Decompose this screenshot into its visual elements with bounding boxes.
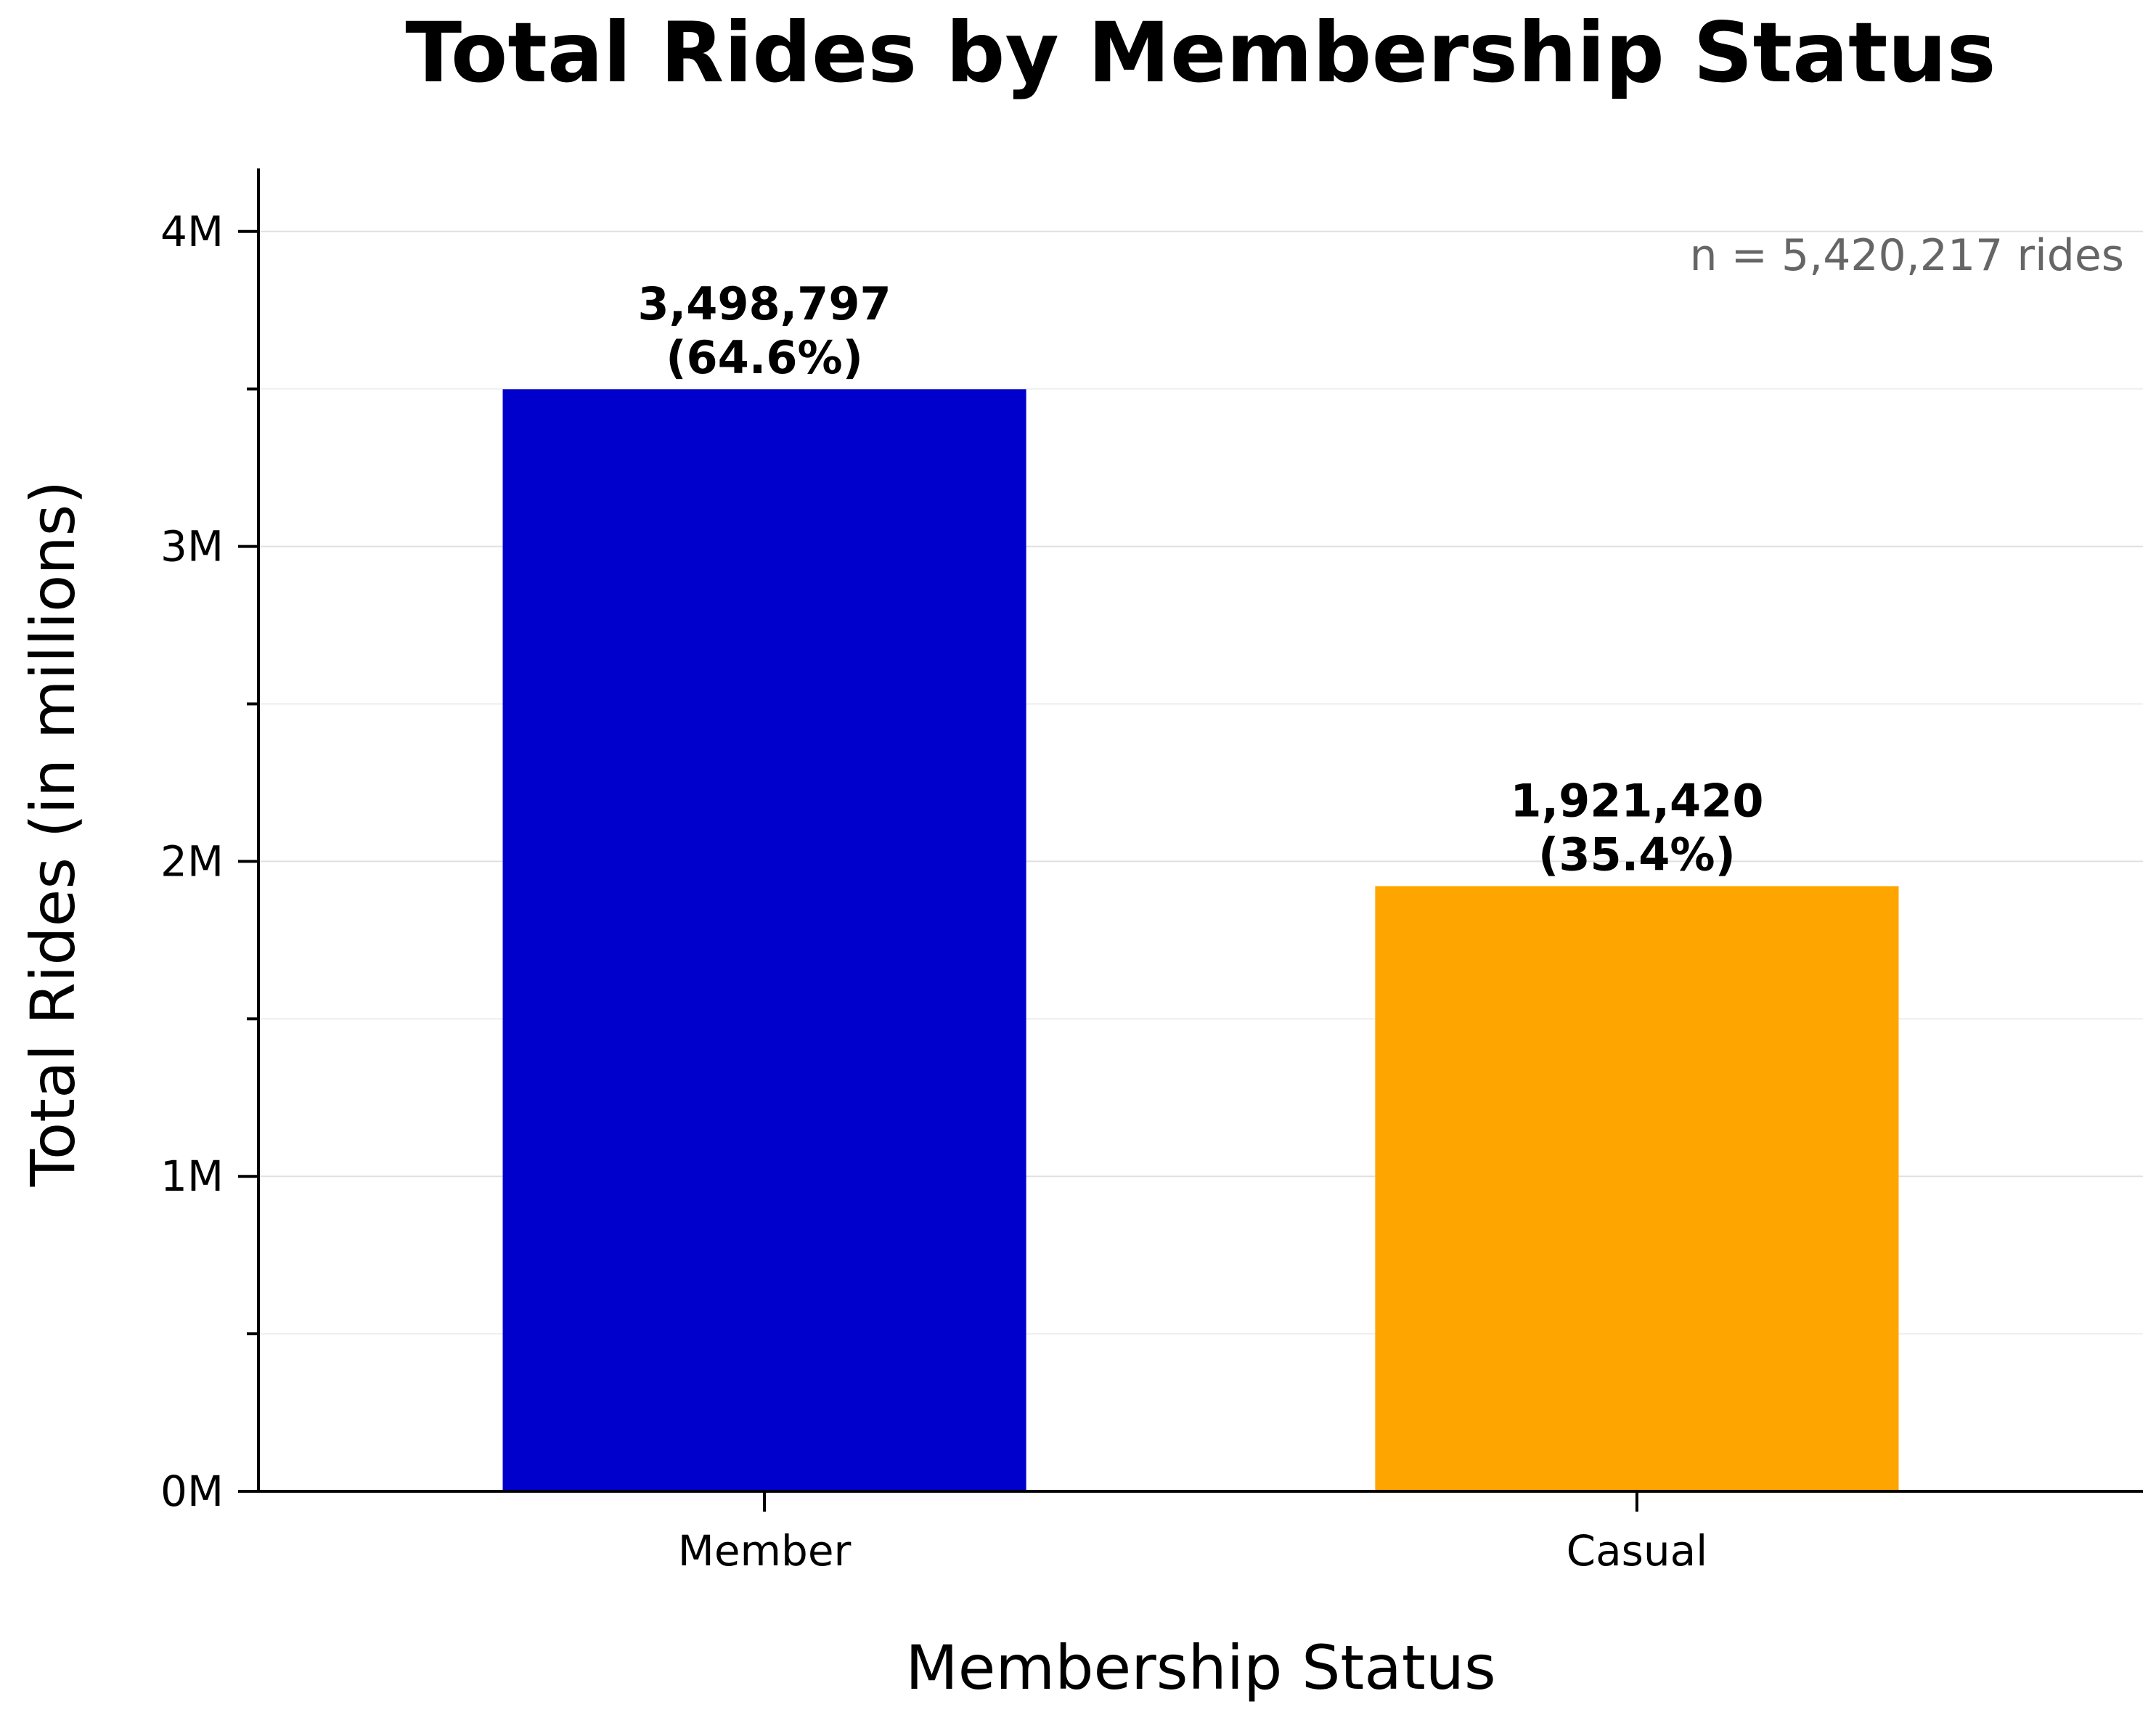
bar-value-label: 3,498,797 [638, 277, 891, 330]
axes: 0M 1M 2M 3M 4M Member Casual [160, 168, 2143, 1576]
y-tick-label: 1M [160, 1152, 224, 1201]
x-tick-label: Casual [1567, 1526, 1708, 1576]
bars [502, 389, 1899, 1492]
bar-casual [1375, 886, 1899, 1491]
y-tick-label: 0M [160, 1467, 224, 1516]
bar-member [502, 389, 1026, 1492]
y-tick-label: 3M [160, 522, 224, 571]
y-tick-label: 4M [160, 207, 224, 256]
data-labels: 3,498,797(64.6%) 1,921,420(35.4%) [638, 277, 1764, 881]
bar-percent-label: (64.6%) [666, 331, 863, 384]
y-tick-label: 2M [160, 836, 224, 886]
x-axis-label: Membership Status [905, 1632, 1496, 1703]
bar-percent-label: (35.4%) [1538, 828, 1736, 881]
chart-title: Total Rides by Membership Status [405, 4, 1996, 101]
x-tick-label: Member [678, 1526, 852, 1576]
sample-size-annotation: n = 5,420,217 rides [1690, 230, 2124, 281]
y-axis-label: Total Rides (in millions) [17, 481, 89, 1187]
bar-value-label: 1,921,420 [1510, 774, 1763, 827]
